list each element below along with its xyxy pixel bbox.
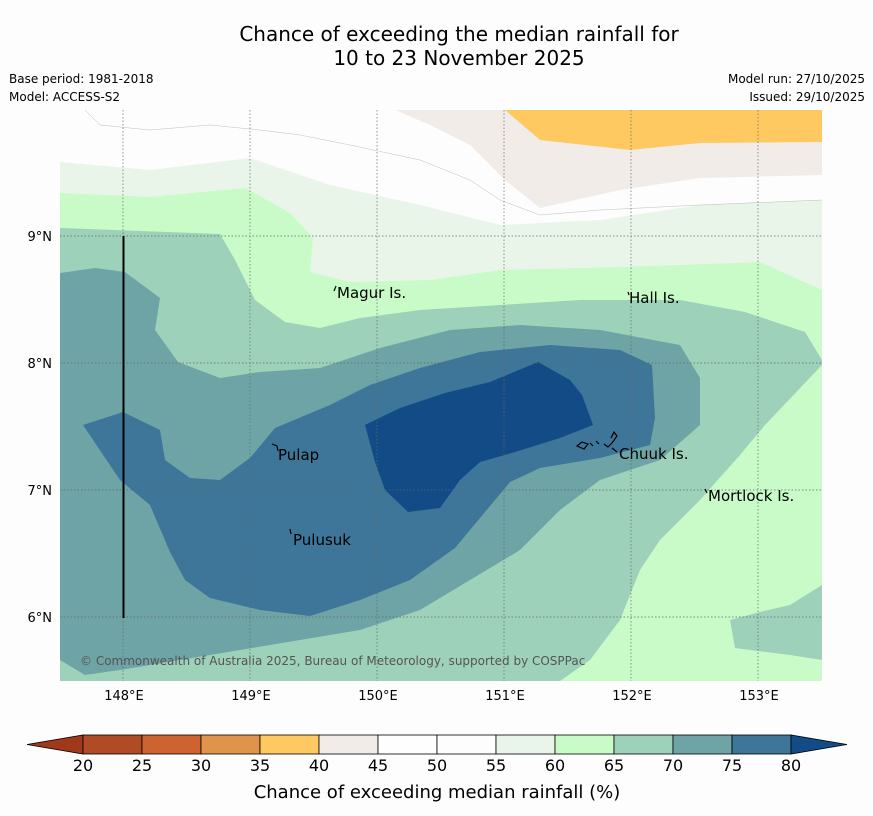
hall-island-icon bbox=[627, 291, 630, 296]
colorbar-tick-label: 20 bbox=[73, 756, 93, 775]
issued-date: Issued: 29/10/2025 bbox=[749, 90, 865, 104]
place-hall: Hall Is. bbox=[629, 289, 680, 307]
colorbar-swatch bbox=[377, 734, 438, 755]
colorbar-tick-label: 30 bbox=[191, 756, 211, 775]
lat-label: 9°N bbox=[28, 230, 53, 245]
place-pulusuk: Pulusuk bbox=[293, 531, 351, 549]
place-magur: Magur Is. bbox=[337, 284, 406, 302]
pulap-island-icon bbox=[271, 443, 279, 452]
colorbar-swatch bbox=[318, 734, 379, 755]
island-markers bbox=[271, 285, 708, 535]
colorbar-arrow-below bbox=[26, 734, 84, 755]
colorbar-tick-label: 50 bbox=[427, 756, 447, 775]
colorbar-arrow-above bbox=[790, 734, 848, 755]
colorbar-tick-label: 80 bbox=[781, 756, 801, 775]
colorbar-swatch bbox=[613, 734, 674, 755]
contour-above-80 bbox=[365, 362, 593, 512]
colorbar-swatch bbox=[259, 734, 320, 755]
colorbar-tick-label: 55 bbox=[486, 756, 506, 775]
colorbar-tick-label: 70 bbox=[663, 756, 683, 775]
mortlock-island-icon bbox=[704, 488, 708, 494]
copyright-text: © Commonwealth of Australia 2025, Bureau… bbox=[80, 654, 585, 668]
colorbar bbox=[26, 734, 848, 755]
magur-island-icon bbox=[333, 285, 337, 292]
colorbar-tick-label: 60 bbox=[545, 756, 565, 775]
lat-label: 8°N bbox=[28, 357, 53, 372]
lon-axis: 148°E 149°E 150°E 151°E 152°E 153°E bbox=[104, 689, 779, 704]
lon-label: 151°E bbox=[485, 689, 525, 704]
colorbar-tick-label: 35 bbox=[250, 756, 270, 775]
chart-title: Chance of exceeding the median rainfall … bbox=[0, 22, 873, 70]
contour-lines bbox=[84, 110, 822, 216]
colorbar-swatch bbox=[672, 734, 733, 755]
gridlines bbox=[60, 110, 822, 681]
colorbar-swatch bbox=[141, 734, 202, 755]
lon-label: 148°E bbox=[104, 689, 144, 704]
lon-label: 153°E bbox=[739, 689, 779, 704]
lat-label: 6°N bbox=[28, 611, 53, 626]
meta-left: Base period: 1981-2018 Model: ACCESS-S2 bbox=[9, 70, 154, 106]
colorbar-tick-label: 45 bbox=[368, 756, 388, 775]
colorbar-ticks: 20 25 30 35 40 45 50 55 60 65 70 75 80 bbox=[73, 756, 801, 775]
model-run: Model run: 27/10/2025 bbox=[727, 72, 865, 86]
lon-label: 150°E bbox=[358, 689, 398, 704]
lon-label: 152°E bbox=[612, 689, 652, 704]
colorbar-swatch bbox=[731, 734, 792, 755]
base-period: Base period: 1981-2018 bbox=[9, 72, 154, 86]
colorbar-tick-label: 75 bbox=[722, 756, 742, 775]
colorbar-tick-label: 65 bbox=[604, 756, 624, 775]
meta-right: Model run: 27/10/2025 Issued: 29/10/2025 bbox=[728, 70, 865, 106]
lat-label: 7°N bbox=[28, 484, 53, 499]
chuuk-island-icon bbox=[575, 430, 618, 453]
colorbar-swatch bbox=[436, 734, 497, 755]
colorbar-tick-label: 40 bbox=[309, 756, 329, 775]
title-line-1: Chance of exceeding the median rainfall … bbox=[239, 22, 679, 46]
contour-60-65-southeast bbox=[560, 365, 822, 681]
pulusuk-island-icon bbox=[289, 528, 292, 535]
place-chuuk: Chuuk Is. bbox=[619, 445, 688, 463]
colorbar-title: Chance of exceeding median rainfall (%) bbox=[254, 782, 621, 803]
contour-field: Magur Is. Hall Is. Pulap Chuuk Is. Mortl… bbox=[60, 110, 822, 681]
lon-label: 149°E bbox=[231, 689, 271, 704]
colorbar-swatch bbox=[495, 734, 556, 755]
place-pulap: Pulap bbox=[278, 446, 319, 464]
contour-65-70-patch bbox=[730, 585, 822, 660]
contour-35-40 bbox=[505, 110, 822, 150]
colorbar-swatch bbox=[82, 734, 143, 755]
model-name: Model: ACCESS-S2 bbox=[9, 90, 121, 104]
colorbar-swatch bbox=[554, 734, 615, 755]
title-line-2: 10 to 23 November 2025 bbox=[333, 46, 585, 70]
colorbar-tick-label: 25 bbox=[132, 756, 152, 775]
place-mortlock: Mortlock Is. bbox=[708, 487, 794, 505]
colorbar-swatch bbox=[200, 734, 261, 755]
lat-axis: 9°N 8°N 7°N 6°N bbox=[28, 230, 53, 626]
